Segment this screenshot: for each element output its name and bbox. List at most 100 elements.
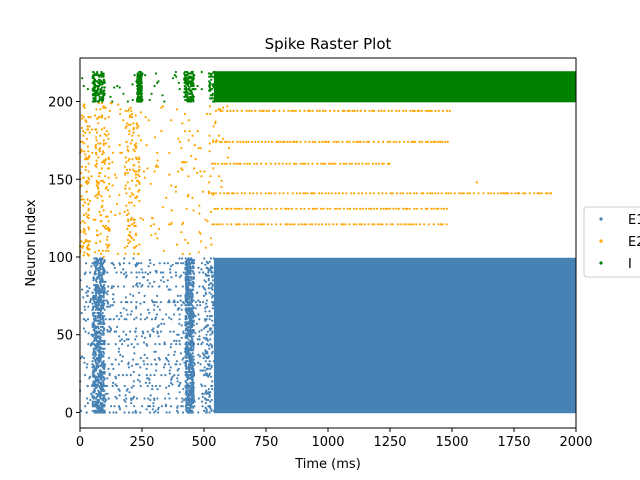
e1-spike <box>111 297 114 301</box>
e1-spike <box>132 358 135 361</box>
i-spike <box>208 86 211 89</box>
e2-spike <box>262 223 265 226</box>
e2-spike <box>133 150 136 153</box>
e2-spike <box>124 171 127 175</box>
e2-spike <box>418 223 421 226</box>
e2-spike <box>350 192 353 195</box>
e2-spike <box>363 109 367 112</box>
e1-spike <box>126 388 129 391</box>
e2-spike <box>95 179 98 182</box>
e1-spike <box>101 386 104 389</box>
e2-spike <box>440 192 443 195</box>
e1-spike <box>100 405 103 408</box>
e2-spike <box>130 192 133 195</box>
e2-spike <box>286 223 289 226</box>
e2-spike <box>406 192 409 195</box>
e2-spike <box>128 133 131 136</box>
e2-spike <box>124 252 127 255</box>
e2-spike <box>281 162 284 165</box>
e1-spike <box>145 408 148 411</box>
e1-spike <box>194 307 197 310</box>
e2-spike <box>550 192 553 195</box>
e2-spike <box>229 109 232 112</box>
e1-spike <box>106 293 109 296</box>
e2-spike <box>181 223 184 226</box>
e1-spike <box>192 361 195 364</box>
e2-spike <box>304 192 307 195</box>
e1-spike <box>145 367 148 370</box>
e2-spike <box>437 140 440 143</box>
e1-spike <box>132 294 135 297</box>
e2-spike <box>212 140 215 143</box>
e2-spike <box>365 207 368 210</box>
e2-spike <box>377 140 380 143</box>
e2-spike <box>415 192 418 195</box>
e2-spike <box>371 109 374 112</box>
e1-spike <box>124 296 127 299</box>
e1-spike <box>97 364 100 367</box>
e2-spike <box>170 209 173 212</box>
e1-spike <box>189 266 192 269</box>
e1-spike <box>202 287 206 290</box>
e2-spike <box>357 192 360 195</box>
e2-spike <box>105 185 108 189</box>
e2-spike <box>242 140 245 143</box>
e2-spike <box>262 109 265 112</box>
e1-spike <box>137 262 140 265</box>
e2-spike <box>106 227 110 231</box>
e2-spike <box>328 162 331 165</box>
e2-spike <box>292 109 295 112</box>
e1-spike <box>178 318 181 321</box>
e1-spike <box>127 411 131 414</box>
i-spike <box>192 84 195 88</box>
e1-spike <box>185 366 188 369</box>
e1-spike <box>109 318 112 321</box>
e2-spike <box>84 232 87 235</box>
e2-spike <box>434 140 437 143</box>
e1-spike <box>133 405 136 408</box>
e1-spike <box>198 301 202 304</box>
e1-spike <box>96 285 99 288</box>
e1-spike <box>106 290 109 293</box>
e2-spike <box>188 252 191 255</box>
e1-spike <box>99 259 102 262</box>
e2-spike <box>264 162 268 165</box>
e1-spike <box>138 380 141 383</box>
e2-spike <box>430 207 433 210</box>
e2-spike <box>107 145 111 148</box>
e2-spike <box>418 140 421 143</box>
e1-spike <box>212 409 215 412</box>
e1-spike <box>182 356 185 360</box>
e1-spike <box>184 392 187 395</box>
e2-spike <box>95 165 98 168</box>
e1-spike <box>190 325 193 328</box>
e1-spike <box>113 301 116 304</box>
e2-spike <box>446 140 449 143</box>
e1-spike <box>189 288 192 291</box>
e2-spike <box>95 153 98 156</box>
e2-spike <box>92 218 95 221</box>
e1-spike <box>184 347 187 350</box>
e1-spike <box>99 296 102 299</box>
e2-spike <box>226 156 229 159</box>
e2-spike <box>199 170 202 173</box>
i-spike <box>137 100 140 103</box>
e2-spike <box>320 223 323 226</box>
e1-spike <box>92 277 95 280</box>
e2-spike <box>95 159 98 162</box>
e2-spike <box>412 140 415 143</box>
i-spike <box>138 83 141 86</box>
e1-spike <box>135 316 138 319</box>
e1-spike <box>192 394 195 397</box>
i-spike <box>141 98 144 102</box>
e1-spike <box>210 293 213 296</box>
e2-spike <box>213 223 216 226</box>
e1-spike <box>186 370 189 374</box>
e2-spike <box>106 215 109 218</box>
e1-spike <box>110 287 113 290</box>
e2-spike <box>258 109 261 112</box>
e2-spike <box>447 192 450 195</box>
e1-spike <box>184 285 187 288</box>
e2-spike <box>214 122 217 125</box>
e1-spike <box>163 262 166 265</box>
